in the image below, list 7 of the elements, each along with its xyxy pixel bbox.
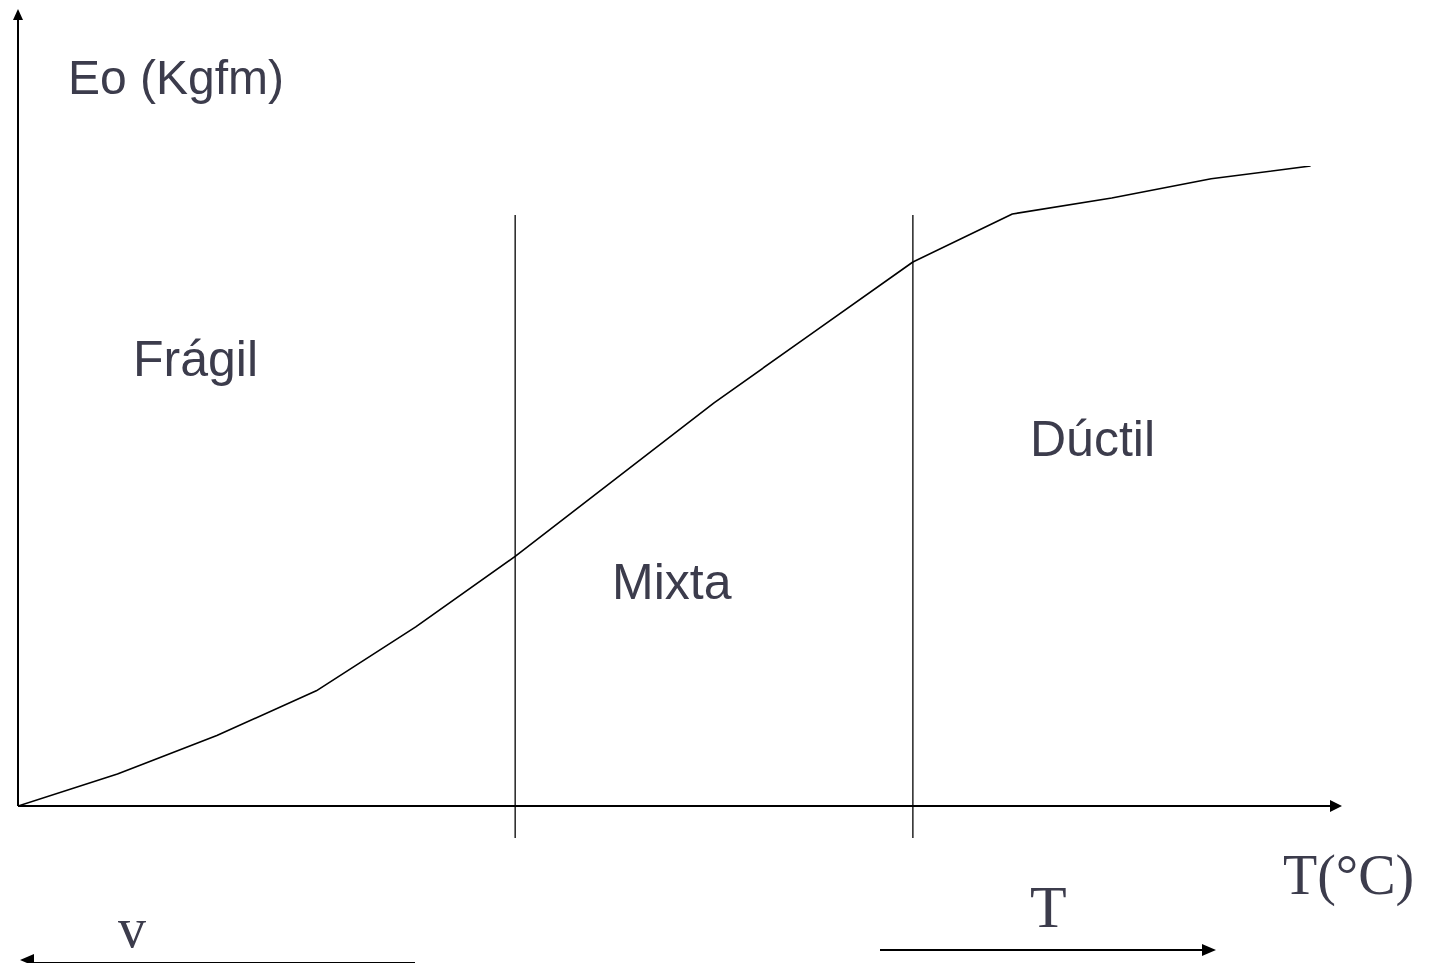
text: T <box>1030 873 1067 942</box>
annotation: Dúctil <box>1030 410 1156 468</box>
annotation: Mixta <box>612 553 732 611</box>
x-axis-title: T(°C) <box>1283 843 1415 907</box>
y-axis-title: Eo (Kgfm) <box>68 50 285 105</box>
text: v <box>118 896 146 960</box>
annotation: Frágil <box>133 330 259 388</box>
